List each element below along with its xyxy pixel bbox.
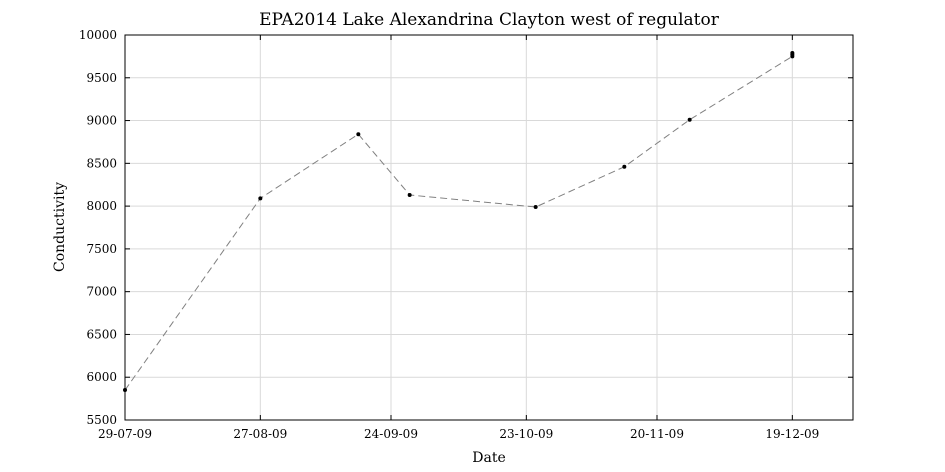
data-point — [123, 388, 127, 393]
data-series — [124, 55, 793, 391]
x-tick-label: 24-09-09 — [364, 427, 418, 441]
x-tick-label: 29-07-09 — [98, 427, 152, 441]
y-tick-label: 5500 — [86, 413, 117, 427]
y-tick-label: 9000 — [86, 114, 117, 128]
data-markers — [123, 50, 795, 393]
data-point — [356, 132, 361, 137]
x-tick-label: 27-08-09 — [233, 427, 287, 441]
data-point — [790, 52, 795, 57]
axis-ticks: 5500 6000 6500 7000 7500 8000 8500 9000 9500 1000… — [79, 28, 853, 441]
data-point — [687, 117, 692, 122]
data-point — [258, 196, 263, 201]
x-tick-label: 19-12-09 — [765, 427, 819, 441]
y-tick-label: 7500 — [86, 242, 117, 256]
x-axis-label: Date — [472, 450, 505, 466]
y-tick-label: 9500 — [86, 71, 117, 85]
y-tick-label: 6500 — [86, 327, 117, 341]
y-tick-label: 7000 — [86, 285, 117, 299]
y-tick-label: 8000 — [86, 199, 117, 213]
data-point — [407, 192, 412, 197]
x-tick-label: 23-10-09 — [499, 427, 553, 441]
data-point — [622, 164, 627, 169]
chart-title: EPA2014 Lake Alexandrina Clayton west of… — [259, 10, 720, 30]
x-tick-label: 20-11-09 — [630, 427, 684, 441]
y-axis-label: Conductivity — [52, 182, 68, 272]
y-tick-label: 6000 — [86, 370, 117, 384]
grid-lines — [125, 35, 853, 420]
y-tick-label: 8500 — [86, 156, 117, 170]
data-point — [533, 204, 538, 209]
plot-area-frame — [124, 34, 854, 421]
y-tick-label: 10000 — [79, 28, 117, 42]
series-line — [124, 55, 793, 391]
